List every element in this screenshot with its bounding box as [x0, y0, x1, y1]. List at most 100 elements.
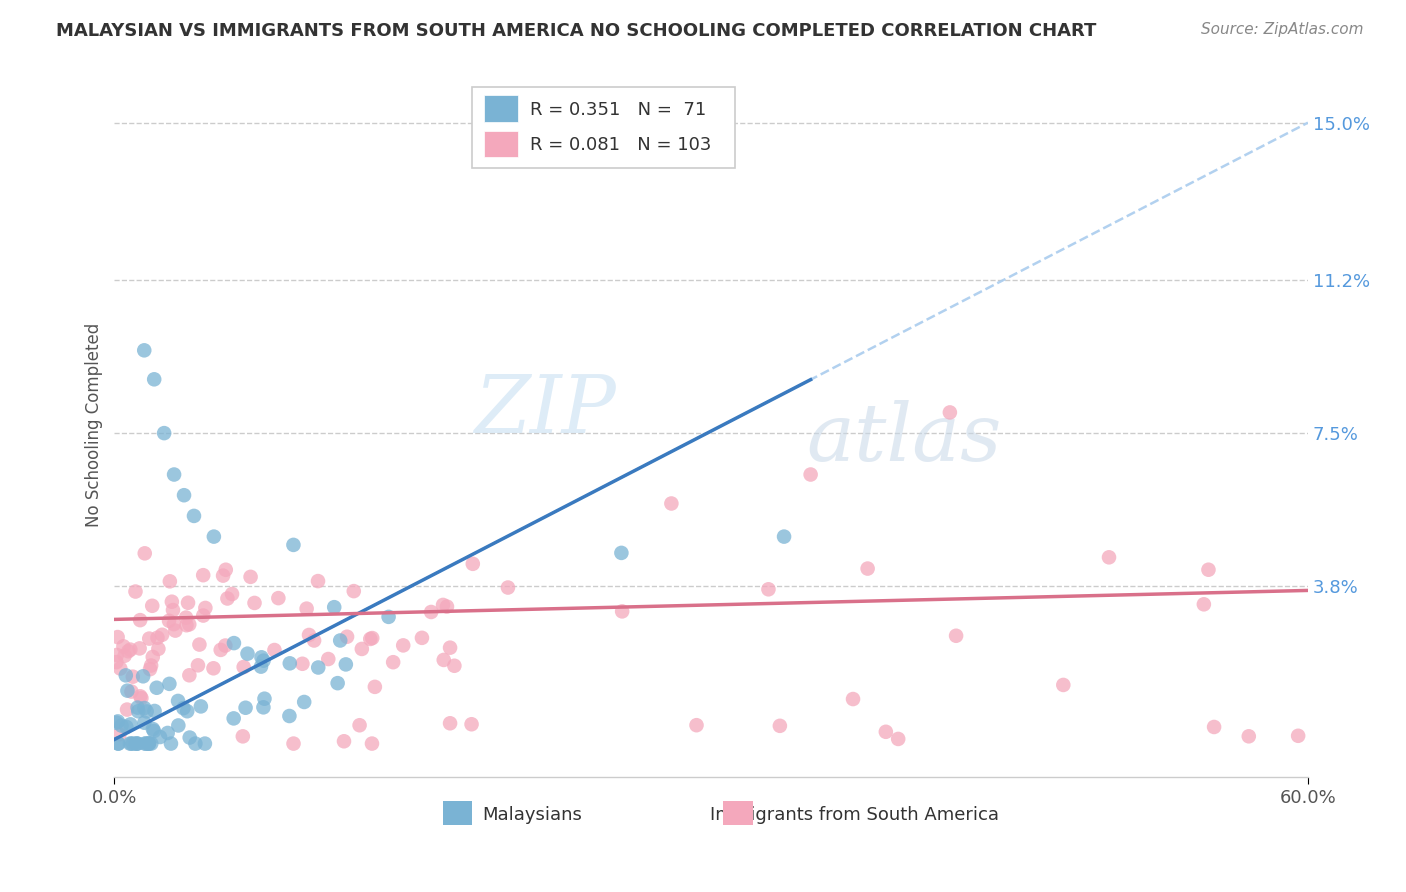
Point: [114, 648, 136, 663]
Point: [107, 737, 129, 751]
Point: [107, 714, 129, 729]
Point: [193, 608, 215, 623]
Point: [110, 718, 132, 732]
Point: [194, 737, 217, 751]
Point: [283, 538, 305, 552]
Point: [159, 574, 181, 589]
Point: [439, 716, 461, 731]
Point: [263, 643, 285, 657]
Point: [307, 574, 329, 588]
Point: [443, 658, 465, 673]
Point: [323, 600, 346, 615]
Text: atlas: atlas: [807, 401, 1002, 478]
Point: [252, 654, 274, 668]
Point: [610, 604, 633, 618]
Point: [125, 737, 148, 751]
Point: [329, 633, 352, 648]
Point: [117, 644, 139, 658]
Point: [176, 618, 198, 632]
Point: [194, 601, 217, 615]
Point: [105, 648, 128, 662]
Point: [177, 596, 200, 610]
Point: [179, 731, 201, 745]
Point: [1204, 720, 1226, 734]
Point: [460, 717, 482, 731]
Point: [108, 727, 131, 741]
Point: [153, 426, 176, 441]
Point: [129, 613, 152, 627]
Point: [302, 633, 325, 648]
Point: [326, 676, 349, 690]
Point: [439, 640, 461, 655]
Point: [243, 596, 266, 610]
Point: [202, 530, 225, 544]
Point: [292, 695, 315, 709]
Point: [436, 599, 458, 614]
Point: [842, 692, 865, 706]
Point: [350, 642, 373, 657]
Point: [160, 595, 183, 609]
Point: [160, 737, 183, 751]
Text: Source: ZipAtlas.com: Source: ZipAtlas.com: [1201, 22, 1364, 37]
Point: [232, 660, 254, 674]
Point: [187, 658, 209, 673]
Point: [112, 640, 135, 654]
Point: [316, 652, 339, 666]
Point: [235, 700, 257, 714]
Point: [122, 737, 145, 751]
Point: [127, 737, 149, 751]
Point: [193, 568, 215, 582]
Point: [336, 630, 359, 644]
Text: Malaysians: Malaysians: [482, 806, 582, 824]
Bar: [723, 801, 754, 824]
Point: [359, 632, 381, 646]
Point: [156, 726, 179, 740]
Point: [132, 669, 155, 683]
Point: [236, 647, 259, 661]
Text: ZIP: ZIP: [474, 372, 616, 450]
Point: [758, 582, 780, 597]
Point: [343, 584, 366, 599]
Point: [856, 561, 879, 575]
Point: [134, 715, 156, 730]
Point: [139, 662, 162, 676]
Point: [295, 601, 318, 615]
Point: [143, 372, 166, 386]
Point: [179, 617, 201, 632]
Point: [278, 657, 301, 671]
Point: [250, 650, 273, 665]
Point: [335, 657, 357, 672]
Point: [120, 684, 142, 698]
Point: [461, 557, 484, 571]
Point: [939, 405, 962, 419]
Point: [361, 737, 384, 751]
Point: [661, 496, 683, 510]
Point: [138, 737, 160, 751]
Point: [124, 584, 146, 599]
Point: [139, 658, 162, 673]
Point: [364, 680, 387, 694]
Point: [174, 610, 197, 624]
Bar: [485, 131, 517, 157]
Point: [142, 722, 165, 736]
Point: [148, 641, 170, 656]
Point: [117, 683, 139, 698]
Point: [141, 599, 163, 613]
Point: [107, 737, 129, 751]
Point: [142, 724, 165, 739]
Point: [217, 591, 239, 606]
Point: [1237, 729, 1260, 743]
Point: [361, 631, 384, 645]
Point: [214, 639, 236, 653]
Point: [221, 587, 243, 601]
Point: [134, 701, 156, 715]
Point: [167, 718, 190, 732]
Point: [1286, 729, 1309, 743]
Text: R = 0.351   N =  71: R = 0.351 N = 71: [530, 101, 706, 119]
Point: [134, 343, 156, 358]
Point: [610, 546, 633, 560]
Point: [188, 638, 211, 652]
Point: [190, 699, 212, 714]
Y-axis label: No Schooling Completed: No Schooling Completed: [86, 323, 103, 527]
Point: [115, 702, 138, 716]
